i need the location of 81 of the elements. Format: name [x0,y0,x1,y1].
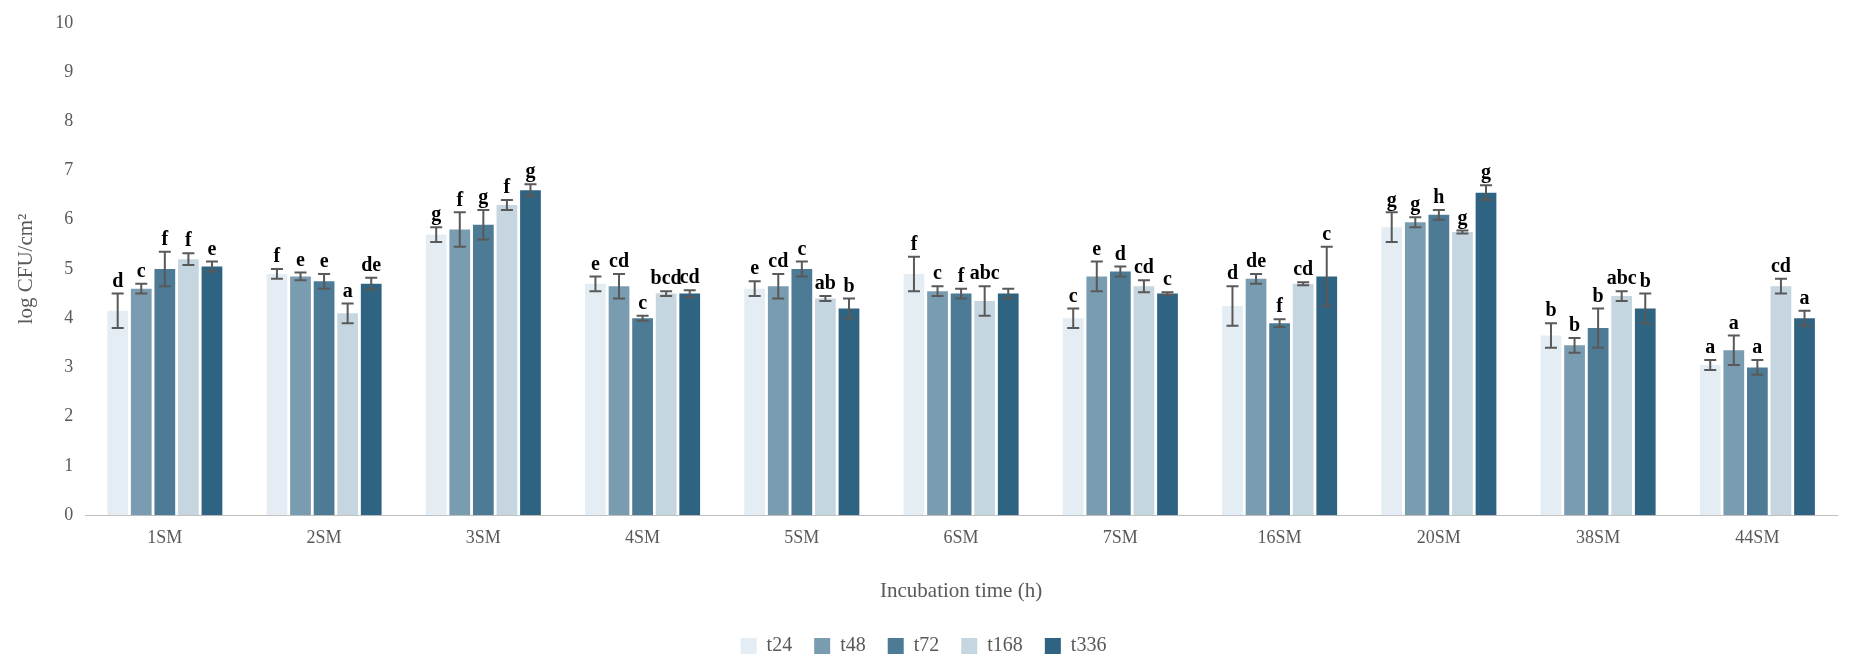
data-label: f [185,228,193,251]
data-label: cd [609,249,630,272]
x-tick-label: 1SM [147,526,183,547]
data-label: c [638,290,648,313]
data-label: f [161,226,169,249]
data-label: d [1114,241,1126,264]
y-tick-label: 5 [64,257,74,278]
data-label: b [843,273,855,296]
data-label: b [1592,283,1604,306]
legend-label: t48 [840,633,866,656]
data-label: g [1410,192,1421,216]
data-label: e [591,251,601,274]
y-tick-label: 0 [64,503,74,524]
data-label: a [342,278,353,301]
data-label: d [112,268,124,291]
data-label: c [933,261,943,284]
data-label: a [1728,310,1739,333]
data-label: f [503,175,511,198]
y-tick-label: 1 [64,454,74,475]
y-tick-label: 9 [64,60,74,81]
data-label: g [525,159,536,183]
data-label: cd [768,249,789,272]
data-label: cd [1770,254,1791,277]
data-label: ab [814,271,836,294]
data-label: c [1068,283,1078,306]
data-label: b [1545,298,1557,321]
data-label: g [1481,160,1491,184]
x-tick-label: 5SM [784,526,820,547]
x-tick-label: 7SM [1102,526,1138,547]
data-label: c [136,258,146,281]
y-tick-label: 6 [64,208,74,229]
data-label: e [207,236,217,259]
y-tick-label: 3 [64,356,74,377]
x-tick-label: 6SM [943,526,979,547]
data-label: f [1276,294,1284,317]
x-tick-label: 3SM [465,526,501,547]
x-tick-label: 16SM [1257,526,1302,547]
data-label: e [1092,236,1102,259]
data-label: f [910,231,918,254]
data-label: d [1226,261,1239,284]
y-axis-title: log CFU/cm² [13,213,38,325]
legend-label: t336 [1070,633,1107,656]
data-label: h [1433,185,1445,208]
x-tick-label: 4SM [625,526,661,547]
y-tick-label: 2 [64,405,74,426]
x-tick-label: 38SM [1576,526,1621,547]
data-label: abc [1606,266,1637,289]
x-tick-label: 44SM [1735,526,1780,547]
data-label: de [361,253,382,276]
data-label: b [1639,268,1651,291]
data-label: cd [1133,255,1154,278]
data-label: e [319,249,329,272]
data-label: g [431,202,442,226]
data-label: f [273,244,281,267]
legend-label: t72 [913,633,940,656]
legend-label: t24 [766,633,793,656]
data-label: de [1246,249,1267,272]
x-axis-title: Incubation time (h) [880,577,1043,602]
data-label: c [1322,222,1332,245]
data-label: c [1163,267,1173,290]
y-tick-label: 10 [55,11,74,32]
y-tick-label: 8 [64,110,74,131]
data-label: f [957,263,965,286]
data-label: a [1705,335,1716,358]
x-tick-label: 20SM [1416,526,1461,547]
data-label: g [1386,187,1397,211]
y-tick-label: 7 [64,159,74,180]
data-label: a [1799,286,1810,309]
data-label: b [1568,313,1581,336]
legend-label: t168 [987,633,1023,656]
data-label: c [797,236,807,259]
data-label: abc [969,261,1000,284]
data-label: g [478,185,489,209]
data-label: f [456,187,464,210]
data-label: cd [1293,257,1314,280]
data-label: e [296,247,306,270]
data-label: a [1752,335,1763,358]
data-label: g [1457,205,1468,229]
y-tick-label: 4 [64,306,74,327]
data-label: e [750,256,760,279]
x-tick-label: 2SM [306,526,342,547]
